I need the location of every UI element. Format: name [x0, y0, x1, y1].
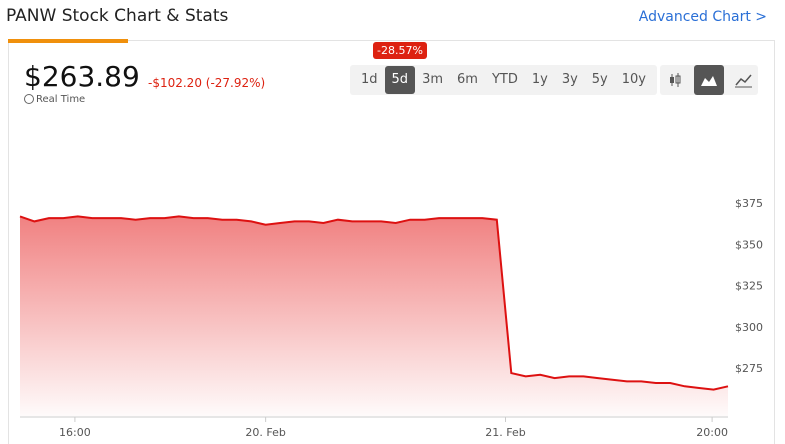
advanced-chart-link[interactable]: Advanced Chart > — [638, 9, 767, 25]
x-tick-label: 16:00 — [59, 426, 91, 439]
line-button[interactable] — [735, 74, 752, 88]
range-button[interactable]: 5d — [384, 66, 416, 94]
range-selector: 1d 5d 3m 6m YTD 1y 3y 5y 10y — [350, 65, 657, 95]
page-title: PANW Stock Chart & Stats — [6, 6, 229, 26]
price-line — [19, 215, 729, 391]
price-change: -$102.20 (-27.92%) — [148, 76, 266, 90]
range-change-tooltip: -28.57% — [373, 42, 427, 59]
tab-indicator — [8, 39, 128, 43]
x-tick-label: 20:00 — [696, 426, 728, 439]
card — [8, 40, 775, 444]
y-tick-label: $325 — [735, 280, 763, 293]
y-tick-label: $275 — [735, 362, 763, 375]
range-button[interactable]: 6m — [457, 72, 478, 87]
y-tick-label: $375 — [735, 197, 763, 210]
x-tick-label: 20. Feb — [245, 426, 285, 439]
range-button[interactable]: 3m — [422, 72, 443, 87]
y-tick-label: $300 — [735, 321, 763, 334]
candlestick-button[interactable] — [670, 73, 681, 87]
real-time-label: Real Time — [36, 94, 86, 105]
range-button[interactable]: 1y — [531, 72, 548, 87]
area — [20, 216, 728, 416]
range-button[interactable]: 10y — [621, 72, 646, 87]
range-button[interactable]: 1d — [361, 72, 378, 87]
chart-type-buttons — [660, 65, 758, 95]
y-tick-label: $350 — [735, 238, 763, 251]
area-button[interactable] — [694, 65, 724, 95]
range-button[interactable]: YTD — [491, 72, 518, 87]
x-tick-label: 21. Feb — [485, 426, 525, 439]
range-button[interactable]: 3y — [561, 72, 578, 87]
range-button[interactable]: 5y — [591, 72, 608, 87]
clock-icon — [24, 94, 34, 104]
price: $263.89 — [24, 60, 140, 93]
